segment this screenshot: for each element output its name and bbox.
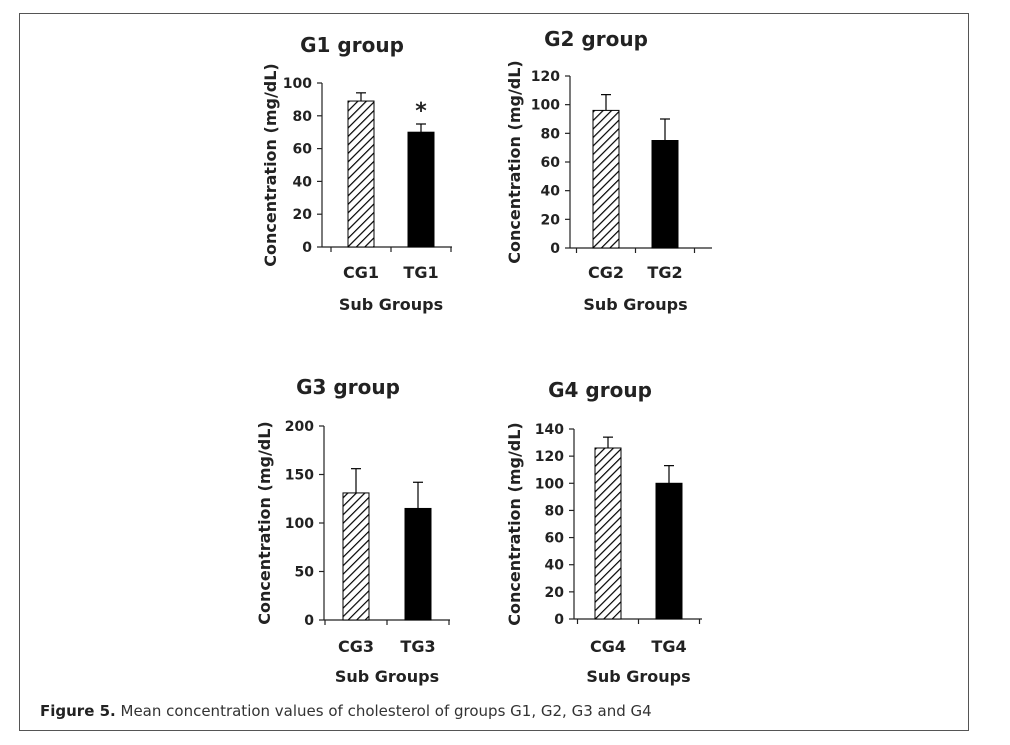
y-tick-label: 20 [293,207,313,223]
chart-title: G2 group [544,27,648,51]
figure-caption: Figure 5. Mean concentration values of c… [40,702,652,720]
y-tick-label: 40 [293,174,313,190]
category-label: TG2 [647,263,682,282]
y-tick-label: 0 [550,241,560,257]
figure-caption-text: Mean concentration values of cholesterol… [120,702,652,720]
y-tick-label: 50 [295,565,315,581]
figure-label: Figure 5. [40,702,116,720]
bar-tg4 [655,482,683,620]
bar-tg1 [407,131,435,248]
x-axis-label: Sub Groups [583,295,687,314]
category-label: TG3 [400,637,435,656]
y-tick-label: 100 [535,476,564,492]
category-label: TG1 [403,263,438,282]
category-label: CG4 [590,637,626,656]
y-axis-label: Concentration (mg/dL) [255,421,274,625]
y-tick-label: 0 [304,613,314,629]
category-label: CG3 [338,637,374,656]
significance-marker: * [415,99,427,124]
bar-cg3 [342,492,370,621]
bar-tg3 [404,507,432,621]
category-label: CG2 [588,263,624,282]
y-tick-label: 40 [541,184,561,200]
y-tick-label: 40 [545,558,565,574]
y-axis-label: Concentration (mg/dL) [261,63,280,267]
y-tick-label: 0 [302,240,312,256]
chart-title: G4 group [548,378,652,402]
y-tick-label: 80 [541,126,561,142]
y-tick-label: 60 [293,142,313,158]
y-axis-label: Concentration (mg/dL) [505,60,524,264]
y-tick-label: 80 [545,503,565,519]
category-label: TG4 [651,637,686,656]
y-tick-label: 20 [541,212,561,228]
category-label: CG1 [343,263,379,282]
bar-cg1 [347,100,375,248]
bar-tg2 [651,140,679,249]
bar-cg4 [594,447,622,620]
y-tick-label: 120 [535,449,564,465]
figure-frame [19,13,969,731]
y-tick-label: 150 [285,468,314,484]
y-tick-label: 100 [531,98,560,114]
y-tick-label: 100 [285,516,314,532]
y-tick-label: 200 [285,419,314,435]
x-axis-label: Sub Groups [586,667,690,686]
y-tick-label: 0 [554,612,564,628]
y-tick-label: 120 [531,69,560,85]
y-tick-label: 80 [293,109,313,125]
y-axis-label: Concentration (mg/dL) [505,422,524,626]
y-tick-label: 60 [541,155,561,171]
y-tick-label: 100 [283,76,312,92]
y-tick-label: 20 [545,585,565,601]
y-tick-label: 140 [535,422,564,438]
x-axis-label: Sub Groups [335,667,439,686]
y-tick-label: 60 [545,531,565,547]
bar-cg2 [592,109,620,249]
chart-title: G1 group [300,33,404,57]
chart-title: G3 group [296,375,400,399]
x-axis-label: Sub Groups [339,295,443,314]
